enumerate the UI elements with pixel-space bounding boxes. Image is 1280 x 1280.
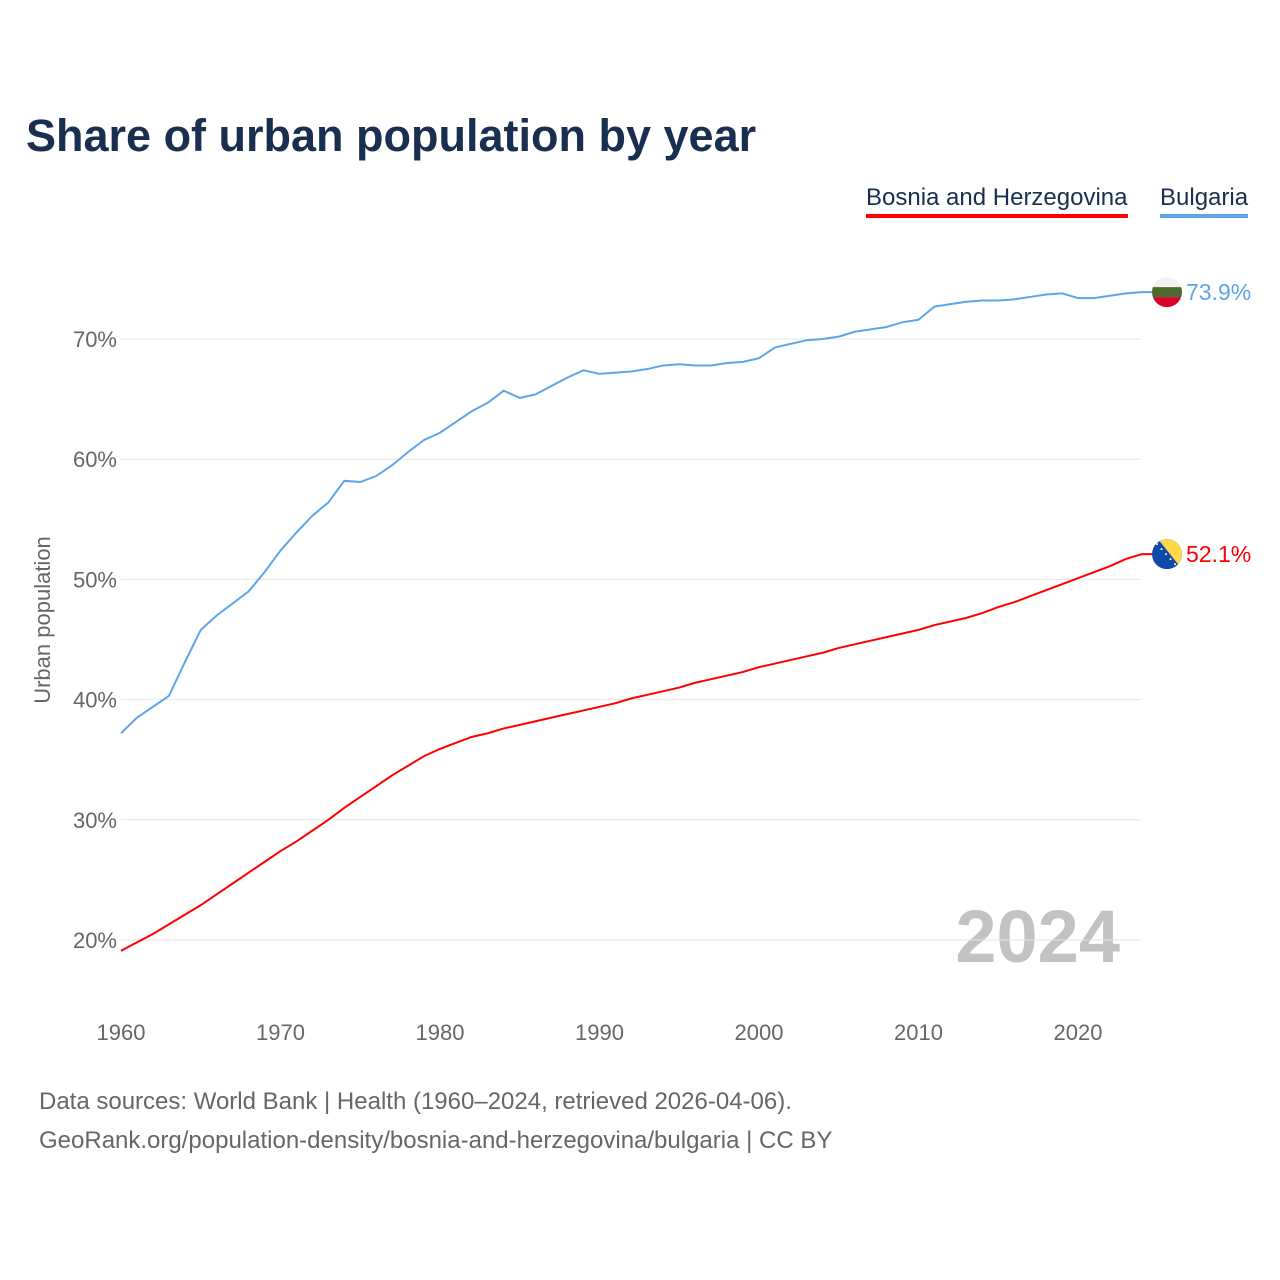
flag-star — [1160, 548, 1163, 551]
end-value-label: 73.9% — [1186, 279, 1251, 305]
y-tick-label: 60% — [73, 447, 117, 472]
x-tick-label: 2000 — [735, 1020, 784, 1045]
x-tick-label: 2010 — [894, 1020, 943, 1045]
legend-bosnia[interactable]: Bosnia and Herzegovina — [866, 184, 1128, 218]
y-tick-label: 40% — [73, 688, 117, 713]
y-axis-label: Urban population — [30, 536, 55, 704]
legend-bulgaria[interactable]: Bulgaria — [1160, 184, 1249, 218]
bosnia-flag-icon — [1152, 539, 1182, 570]
flag-stripe-white — [1152, 277, 1182, 288]
year-watermark: 2024 — [955, 895, 1120, 978]
y-tick-label: 30% — [73, 808, 117, 833]
source-line: Data sources: World Bank | Health (1960–… — [39, 1088, 792, 1115]
series-line-bosnia — [120, 553, 1143, 952]
x-tick-label: 1990 — [575, 1020, 624, 1045]
x-tick-label: 1970 — [256, 1020, 305, 1045]
flag-stripe-green — [1152, 287, 1182, 298]
flag-triangle — [1158, 539, 1182, 570]
chart-title: Share of urban population by year — [26, 110, 757, 161]
y-tick-label: 50% — [73, 567, 117, 592]
end-value-label: 52.1% — [1186, 541, 1251, 567]
flag-body — [1152, 277, 1182, 308]
attribution-line: GeoRank.org/population-density/bosnia-an… — [39, 1127, 833, 1154]
y-tick-label: 70% — [73, 327, 117, 352]
flag-body — [1152, 539, 1182, 570]
flag-star — [1169, 558, 1172, 561]
flag-star — [1156, 543, 1158, 546]
series-line-bulgaria — [120, 291, 1142, 734]
bulgaria-flag-icon — [1152, 277, 1182, 308]
flag-star — [1174, 563, 1176, 566]
flag-star — [1165, 553, 1167, 556]
x-tick-label: 1980 — [416, 1020, 465, 1045]
flag-stripe-red — [1152, 297, 1182, 308]
y-tick-label: 20% — [73, 928, 117, 953]
x-tick-label: 2020 — [1054, 1020, 1103, 1045]
x-tick-label: 1960 — [97, 1020, 146, 1045]
